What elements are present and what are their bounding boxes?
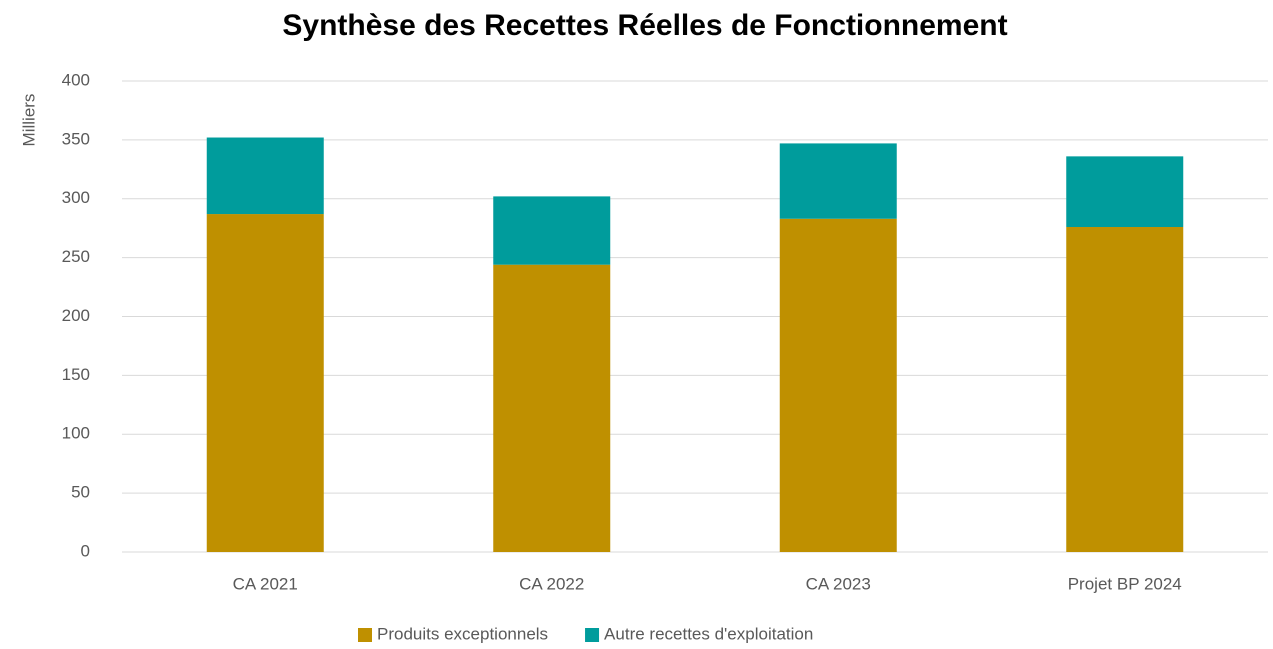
bar-segment	[779, 218, 897, 552]
legend-swatch	[358, 628, 372, 642]
y-tick-label: 200	[62, 306, 90, 325]
bar-segment	[493, 264, 611, 552]
bar-segment	[206, 214, 324, 552]
y-tick-label: 50	[71, 483, 90, 502]
y-axis-label: Milliers	[19, 94, 38, 147]
y-tick-label: 400	[62, 70, 90, 89]
bar-segment	[1066, 227, 1184, 552]
x-tick-label: Projet BP 2024	[1068, 574, 1182, 593]
y-tick-label: 0	[81, 541, 90, 560]
y-tick-label: 150	[62, 365, 90, 384]
x-tick-label: CA 2022	[519, 574, 584, 593]
legend-swatch	[585, 628, 600, 642]
bar-segment	[493, 196, 611, 265]
x-tick-label: CA 2023	[806, 574, 871, 593]
chart-title: Synthèse des Recettes Réelles de Fonctio…	[282, 9, 1007, 42]
bar-segment	[206, 137, 324, 215]
y-tick-label: 100	[62, 424, 90, 443]
bar-segment	[1066, 156, 1184, 228]
y-tick-label: 250	[62, 247, 90, 266]
legend-label: Autre recettes d'exploitation	[604, 624, 813, 643]
bar-segment	[779, 143, 897, 219]
legend-label: Produits exceptionnels	[377, 624, 548, 643]
y-tick-label: 350	[62, 129, 90, 148]
x-tick-label: CA 2021	[233, 574, 298, 593]
y-tick-label: 300	[62, 188, 90, 207]
